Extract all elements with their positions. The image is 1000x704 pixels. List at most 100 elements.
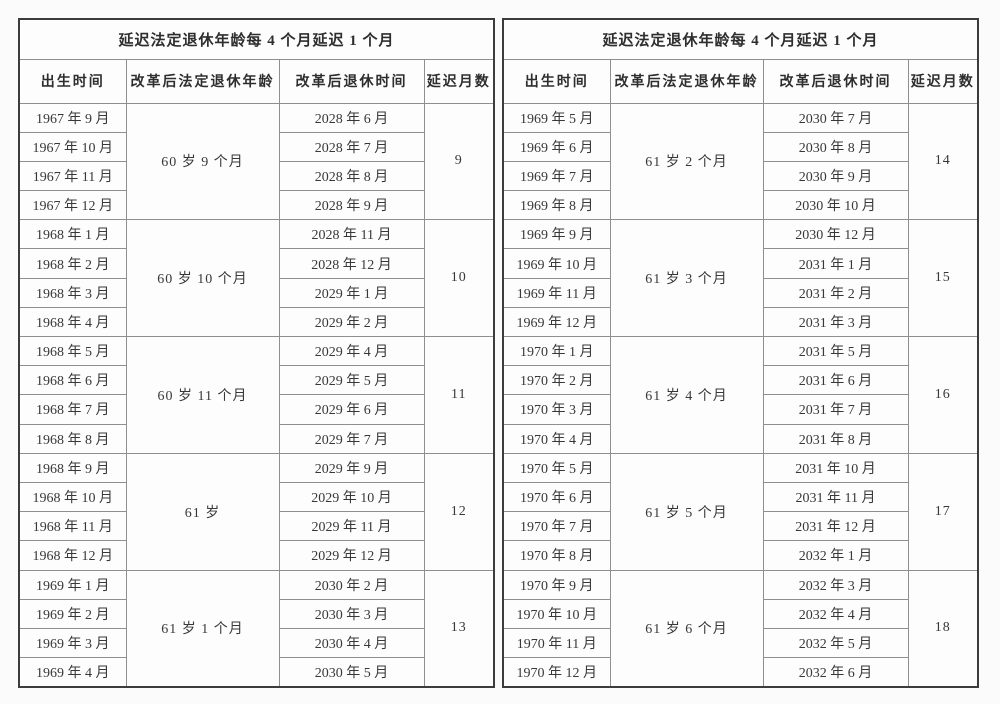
retirement-date-cell: 2029 年 11 月 xyxy=(278,511,425,542)
birth-date-cell: 1970 年 12 月 xyxy=(502,657,611,688)
birth-date-cell: 1968 年 10 月 xyxy=(18,481,127,513)
birth-date-cell: 1970 年 8 月 xyxy=(502,540,611,571)
table-row: 1969 年 6 月 2030 年 8 月 xyxy=(502,131,978,162)
table-row: 1970 年 3 月 2031 年 7 月 xyxy=(502,394,978,425)
table-title: 延迟法定退休年龄每 4 个月延迟 1 个月 xyxy=(502,18,979,60)
birth-date-cell: 1968 年 8 月 xyxy=(18,423,127,454)
retirement-date-cell: 2031 年 3 月 xyxy=(762,306,909,338)
birth-date-cell: 1969 年 12 月 xyxy=(502,306,611,338)
retirement-date-cell: 2030 年 7 月 xyxy=(762,102,909,133)
retirement-date-cell: 2031 年 8 月 xyxy=(762,423,909,454)
birth-date-cell: 1968 年 12 月 xyxy=(18,540,127,571)
retirement-date-cell: 2030 年 3 月 xyxy=(278,598,425,629)
table-row: 1967 年 10 月 2028 年 7 月 xyxy=(18,131,494,162)
retirement-date-cell: 2030 年 8 月 xyxy=(762,131,909,162)
birth-date-cell: 1967 年 11 月 xyxy=(18,160,127,192)
retirement-date-cell: 2029 年 12 月 xyxy=(278,540,425,571)
delay-months-cell: 16 xyxy=(907,336,979,454)
retirement-date-cell: 2029 年 1 月 xyxy=(278,277,425,308)
legal-retirement-age-cell: 60 岁 11 个月 xyxy=(125,336,280,454)
retirement-date-cell: 2031 年 7 月 xyxy=(762,394,909,425)
birth-date-cell: 1969 年 11 月 xyxy=(502,277,611,308)
table-row: 1968 年 8 月 2029 年 7 月 xyxy=(18,423,494,454)
retirement-date-cell: 2030 年 5 月 xyxy=(278,657,425,688)
legal-retirement-age-cell: 61 岁 xyxy=(125,452,280,571)
birth-date-cell: 1970 年 5 月 xyxy=(502,452,611,483)
table-row: 1968 年 3 月 2029 年 1 月 xyxy=(18,277,494,308)
retirement-date-cell: 2029 年 5 月 xyxy=(278,365,425,396)
table-title: 延迟法定退休年龄每 4 个月延迟 1 个月 xyxy=(18,18,495,60)
table-row: 1969 年 5 月 61 岁 2 个月 2030 年 7 月 14 xyxy=(502,102,979,221)
birth-date-cell: 1969 年 9 月 xyxy=(502,219,611,250)
legal-retirement-age-cell: 60 岁 10 个月 xyxy=(125,219,280,337)
retirement-date-cell: 2029 年 2 月 xyxy=(278,306,425,338)
retirement-date-cell: 2029 年 7 月 xyxy=(278,423,425,454)
retirement-date-cell: 2031 年 5 月 xyxy=(762,335,909,367)
table-row: 1970 年 1 月 61 岁 4 个月 2031 年 5 月 16 xyxy=(502,335,979,454)
table-title-row: 延迟法定退休年龄每 4 个月延迟 1 个月 xyxy=(18,18,495,60)
birth-date-cell: 1969 年 4 月 xyxy=(18,657,127,688)
birth-date-cell: 1968 年 2 月 xyxy=(18,248,127,279)
legal-retirement-age-cell: 61 岁 1 个月 xyxy=(125,569,280,688)
birth-date-cell: 1969 年 6 月 xyxy=(502,131,611,162)
delay-months-cell: 17 xyxy=(907,452,979,571)
retirement-date-cell: 2030 年 9 月 xyxy=(762,160,909,192)
table-row: 1970 年 9 月 61 岁 6 个月 2032 年 3 月 18 xyxy=(502,569,979,688)
retirement-date-cell: 2031 年 1 月 xyxy=(762,248,909,279)
column-header-delay-months: 延迟月数 xyxy=(423,58,495,104)
table-row: 1968 年 10 月 2029 年 10 月 xyxy=(18,481,494,513)
table-row: 1969 年 1 月 61 岁 1 个月 2030 年 2 月 13 xyxy=(18,569,495,688)
column-header-legal-age: 改革后法定退休年龄 xyxy=(125,58,280,104)
birth-date-cell: 1970 年 11 月 xyxy=(502,627,611,659)
birth-date-cell: 1969 年 10 月 xyxy=(502,248,611,279)
birth-date-cell: 1968 年 6 月 xyxy=(18,365,127,396)
birth-date-cell: 1968 年 3 月 xyxy=(18,277,127,308)
table-row: 1968 年 9 月 61 岁 2029 年 9 月 12 xyxy=(18,452,495,571)
table-row: 1968 年 6 月 2029 年 5 月 xyxy=(18,365,494,396)
retirement-date-cell: 2029 年 9 月 xyxy=(278,452,425,483)
table-row: 1970 年 5 月 61 岁 5 个月 2031 年 10 月 17 xyxy=(502,452,979,571)
table-row: 1969 年 2 月 2030 年 3 月 xyxy=(18,598,494,629)
column-header-birth: 出生时间 xyxy=(502,58,611,104)
birth-date-cell: 1969 年 2 月 xyxy=(18,598,127,629)
retirement-date-cell: 2028 年 6 月 xyxy=(278,102,425,133)
table-row: 1969 年 9 月 61 岁 3 个月 2030 年 12 月 15 xyxy=(502,219,979,337)
column-header-delay-months: 延迟月数 xyxy=(907,58,979,104)
column-header-retire-time: 改革后退休时间 xyxy=(762,58,909,104)
delay-months-cell: 12 xyxy=(423,452,495,571)
table-row: 1970 年 2 月 2031 年 6 月 xyxy=(502,365,978,396)
table-row: 1970 年 7 月 2031 年 12 月 xyxy=(502,511,978,542)
delay-months-cell: 18 xyxy=(907,569,979,688)
birth-date-cell: 1968 年 1 月 xyxy=(18,219,127,250)
delay-months-cell: 15 xyxy=(907,219,979,337)
retirement-date-cell: 2031 年 6 月 xyxy=(762,365,909,396)
table-row: 1969 年 3 月 2030 年 4 月 xyxy=(18,627,494,659)
retirement-date-cell: 2032 年 5 月 xyxy=(762,627,909,659)
column-header-retire-time: 改革后退休时间 xyxy=(278,58,425,104)
birth-date-cell: 1970 年 6 月 xyxy=(502,481,611,513)
column-header-row: 出生时间 改革后法定退休年龄 改革后退休时间 延迟月数 xyxy=(502,58,979,104)
birth-date-cell: 1969 年 1 月 xyxy=(18,569,127,600)
retirement-date-cell: 2030 年 4 月 xyxy=(278,627,425,659)
retirement-date-cell: 2028 年 9 月 xyxy=(278,190,425,221)
birth-date-cell: 1970 年 10 月 xyxy=(502,598,611,629)
delay-months-cell: 13 xyxy=(423,569,495,688)
retirement-date-cell: 2032 年 6 月 xyxy=(762,657,909,688)
table-row: 1968 年 12 月 2029 年 12 月 xyxy=(18,540,494,571)
birth-date-cell: 1968 年 11 月 xyxy=(18,511,127,542)
birth-date-cell: 1970 年 3 月 xyxy=(502,394,611,425)
retirement-date-cell: 2031 年 10 月 xyxy=(762,452,909,483)
table-row: 1967 年 12 月 2028 年 9 月 xyxy=(18,190,494,221)
delay-months-cell: 14 xyxy=(907,102,979,221)
birth-date-cell: 1969 年 7 月 xyxy=(502,160,611,192)
legal-retirement-age-cell: 60 岁 9 个月 xyxy=(125,102,280,221)
retirement-date-cell: 2029 年 6 月 xyxy=(278,394,425,425)
retirement-date-cell: 2028 年 8 月 xyxy=(278,160,425,192)
table-row: 1968 年 2 月 2028 年 12 月 xyxy=(18,248,494,279)
delay-months-cell: 11 xyxy=(423,336,495,454)
birth-date-cell: 1967 年 12 月 xyxy=(18,190,127,221)
birth-date-cell: 1969 年 5 月 xyxy=(502,102,611,133)
delay-months-cell: 9 xyxy=(423,102,495,221)
